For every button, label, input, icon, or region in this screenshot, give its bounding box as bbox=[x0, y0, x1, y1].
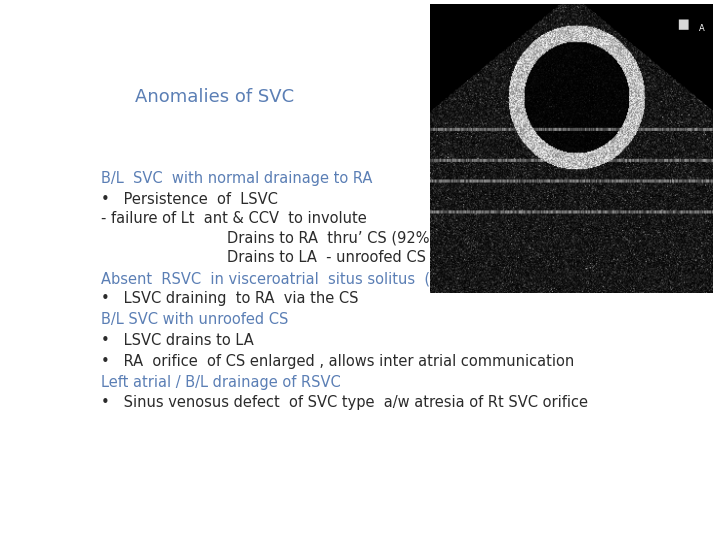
Text: Anomalies of SVC: Anomalies of SVC bbox=[135, 87, 294, 106]
Text: Drains to RA  thru’ CS (92%): Drains to RA thru’ CS (92%) bbox=[227, 231, 435, 246]
Text: Drains to LA  - unroofed CS: Drains to LA - unroofed CS bbox=[227, 250, 426, 265]
Text: B/L SVC with unroofed CS: B/L SVC with unroofed CS bbox=[101, 312, 289, 327]
Text: •   LSVC draining  to RA  via the CS: • LSVC draining to RA via the CS bbox=[101, 292, 359, 306]
Text: - failure of Lt  ant & CCV  to involute: - failure of Lt ant & CCV to involute bbox=[101, 211, 367, 226]
Text: B/L  SVC  with normal drainage to RA: B/L SVC with normal drainage to RA bbox=[101, 171, 372, 186]
Text: •   Sinus venosus defect  of SVC type  a/w atresia of Rt SVC orifice: • Sinus venosus defect of SVC type a/w a… bbox=[101, 395, 588, 410]
Text: •   RA  orifice  of CS enlarged , allows inter atrial communication: • RA orifice of CS enlarged , allows int… bbox=[101, 354, 575, 369]
Text: Absent  RSVC  in visceroatrial  situs solitus  (0.07-0.13%): Absent RSVC in visceroatrial situs solit… bbox=[101, 271, 521, 286]
Text: A: A bbox=[698, 24, 704, 33]
Text: Left atrial / B/L drainage of RSVC: Left atrial / B/L drainage of RSVC bbox=[101, 375, 341, 389]
Text: •   Persistence  of  LSVC: • Persistence of LSVC bbox=[101, 192, 278, 207]
Text: •   LSVC drains to LA: • LSVC drains to LA bbox=[101, 333, 254, 348]
